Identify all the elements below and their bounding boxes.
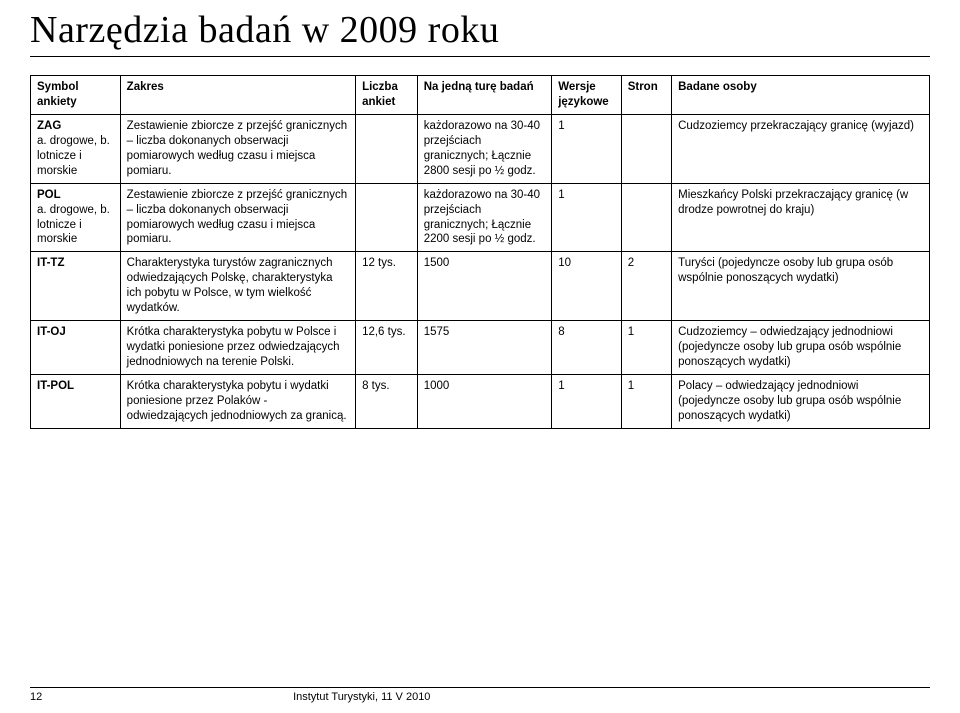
cell-symbol: POL a. drogowe, b. lotnicze i morskie (31, 183, 121, 252)
cell-liczba: 12 tys. (356, 252, 418, 321)
symbol-main: POL (37, 189, 61, 201)
cell-wersje: 10 (552, 252, 621, 321)
cell-liczba: 12,6 tys. (356, 321, 418, 375)
cell-liczba: 8 tys. (356, 374, 418, 428)
symbol-sub: a. drogowe, b. lotnicze i morskie (37, 135, 110, 177)
cell-symbol: IT-POL (31, 374, 121, 428)
footer-institution: Instytut Turystyki, 11 V 2010 (293, 691, 430, 703)
cell-badane: Cudzoziemcy przekraczający granicę (wyja… (672, 114, 930, 183)
page-title: Narzędzia badań w 2009 roku (30, 8, 930, 57)
cell-badane: Cudzoziemcy – odwiedzający jednodniowi (… (672, 321, 930, 375)
cell-zakres: Krótka charakterystyka pobytu w Polsce i… (120, 321, 355, 375)
symbol-main: IT-OJ (37, 326, 66, 338)
table-row: IT-POL Krótka charakterystyka pobytu i w… (31, 374, 930, 428)
table-row: POL a. drogowe, b. lotnicze i morskie Ze… (31, 183, 930, 252)
table-row: IT-OJ Krótka charakterystyka pobytu w Po… (31, 321, 930, 375)
cell-stron (621, 183, 671, 252)
symbol-main: IT-POL (37, 380, 74, 392)
col-badane: Badane osoby (672, 76, 930, 115)
symbol-main: IT-TZ (37, 257, 64, 269)
table-header-row: Symbol ankiety Zakres Liczba ankiet Na j… (31, 76, 930, 115)
col-symbol: Symbol ankiety (31, 76, 121, 115)
cell-na: każdorazowo na 30-40 przejściach granicz… (417, 183, 552, 252)
cell-wersje: 1 (552, 374, 621, 428)
page-number: 12 (30, 691, 70, 703)
cell-stron: 1 (621, 374, 671, 428)
symbol-main: ZAG (37, 120, 61, 132)
cell-liczba (356, 183, 418, 252)
cell-na: 1575 (417, 321, 552, 375)
cell-zakres: Zestawienie zbiorcze z przejść graniczny… (120, 114, 355, 183)
symbol-sub: a. drogowe, b. lotnicze i morskie (37, 204, 110, 246)
cell-zakres: Charakterystyka turystów zagranicznych o… (120, 252, 355, 321)
cell-symbol: ZAG a. drogowe, b. lotnicze i morskie (31, 114, 121, 183)
cell-liczba (356, 114, 418, 183)
cell-wersje: 1 (552, 183, 621, 252)
cell-zakres: Zestawienie zbiorcze z przejść graniczny… (120, 183, 355, 252)
cell-badane: Turyści (pojedyncze osoby lub grupa osób… (672, 252, 930, 321)
cell-symbol: IT-OJ (31, 321, 121, 375)
col-liczba: Liczba ankiet (356, 76, 418, 115)
cell-na: każdorazowo na 30-40 przejściach granicz… (417, 114, 552, 183)
cell-na: 1000 (417, 374, 552, 428)
cell-badane: Mieszkańcy Polski przekraczający granicę… (672, 183, 930, 252)
cell-badane: Polacy – odwiedzający jednodniowi (pojed… (672, 374, 930, 428)
col-zakres: Zakres (120, 76, 355, 115)
cell-wersje: 8 (552, 321, 621, 375)
cell-wersje: 1 (552, 114, 621, 183)
col-na: Na jedną turę badań (417, 76, 552, 115)
page-footer: 12 Instytut Turystyki, 11 V 2010 (30, 687, 930, 703)
table-row: ZAG a. drogowe, b. lotnicze i morskie Ze… (31, 114, 930, 183)
cell-symbol: IT-TZ (31, 252, 121, 321)
cell-stron: 2 (621, 252, 671, 321)
table-row: IT-TZ Charakterystyka turystów zagranicz… (31, 252, 930, 321)
cell-stron: 1 (621, 321, 671, 375)
cell-zakres: Krótka charakterystyka pobytu i wydatki … (120, 374, 355, 428)
cell-na: 1500 (417, 252, 552, 321)
survey-tools-table: Symbol ankiety Zakres Liczba ankiet Na j… (30, 75, 930, 429)
col-stron: Stron (621, 76, 671, 115)
cell-stron (621, 114, 671, 183)
page: Narzędzia badań w 2009 roku Symbol ankie… (0, 0, 960, 713)
col-wersje: Wersje językowe (552, 76, 621, 115)
